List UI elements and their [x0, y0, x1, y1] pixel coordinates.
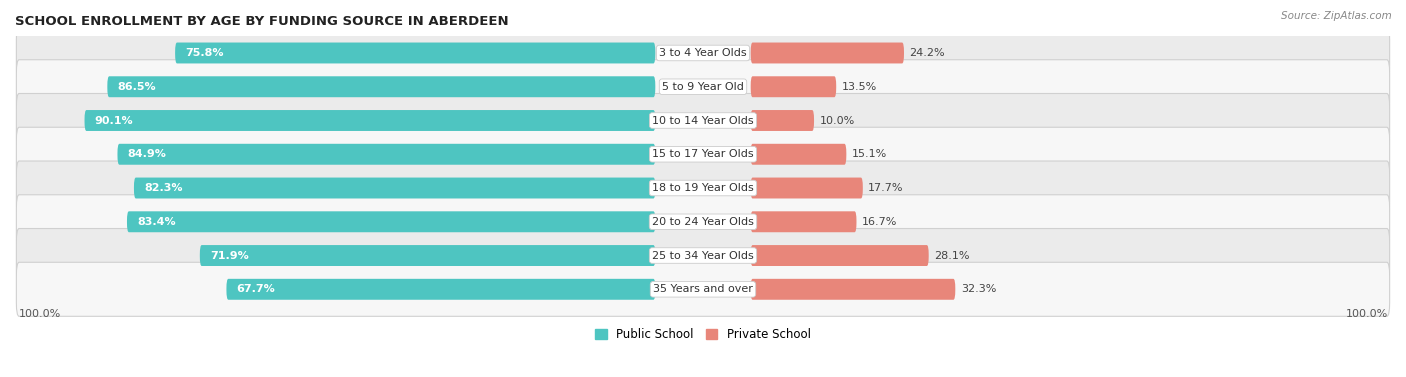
FancyBboxPatch shape — [17, 60, 1389, 114]
Text: 84.9%: 84.9% — [128, 149, 166, 159]
FancyBboxPatch shape — [751, 211, 856, 232]
Text: 75.8%: 75.8% — [186, 48, 224, 58]
FancyBboxPatch shape — [17, 161, 1389, 215]
Text: 20 to 24 Year Olds: 20 to 24 Year Olds — [652, 217, 754, 227]
Text: 15 to 17 Year Olds: 15 to 17 Year Olds — [652, 149, 754, 159]
FancyBboxPatch shape — [17, 228, 1389, 282]
FancyBboxPatch shape — [751, 110, 814, 131]
Text: 10.0%: 10.0% — [820, 115, 855, 126]
Text: Source: ZipAtlas.com: Source: ZipAtlas.com — [1281, 11, 1392, 21]
Text: 90.1%: 90.1% — [94, 115, 134, 126]
Text: 17.7%: 17.7% — [869, 183, 904, 193]
FancyBboxPatch shape — [751, 279, 955, 300]
Text: 10 to 14 Year Olds: 10 to 14 Year Olds — [652, 115, 754, 126]
Legend: Public School, Private School: Public School, Private School — [591, 323, 815, 346]
FancyBboxPatch shape — [17, 262, 1389, 316]
FancyBboxPatch shape — [751, 144, 846, 165]
Text: 32.3%: 32.3% — [960, 284, 995, 294]
FancyBboxPatch shape — [751, 178, 863, 198]
Text: 67.7%: 67.7% — [236, 284, 276, 294]
Text: 5 to 9 Year Old: 5 to 9 Year Old — [662, 82, 744, 92]
Text: 86.5%: 86.5% — [118, 82, 156, 92]
Text: 18 to 19 Year Olds: 18 to 19 Year Olds — [652, 183, 754, 193]
Text: 16.7%: 16.7% — [862, 217, 897, 227]
Text: 35 Years and over: 35 Years and over — [652, 284, 754, 294]
Text: 13.5%: 13.5% — [842, 82, 877, 92]
Text: 15.1%: 15.1% — [852, 149, 887, 159]
FancyBboxPatch shape — [84, 110, 655, 131]
Text: SCHOOL ENROLLMENT BY AGE BY FUNDING SOURCE IN ABERDEEN: SCHOOL ENROLLMENT BY AGE BY FUNDING SOUR… — [15, 15, 509, 28]
FancyBboxPatch shape — [176, 43, 655, 63]
FancyBboxPatch shape — [134, 178, 655, 198]
FancyBboxPatch shape — [226, 279, 655, 300]
Text: 82.3%: 82.3% — [145, 183, 183, 193]
FancyBboxPatch shape — [17, 93, 1389, 147]
FancyBboxPatch shape — [17, 195, 1389, 249]
Text: 3 to 4 Year Olds: 3 to 4 Year Olds — [659, 48, 747, 58]
FancyBboxPatch shape — [17, 127, 1389, 181]
FancyBboxPatch shape — [751, 43, 904, 63]
Text: 71.9%: 71.9% — [209, 251, 249, 261]
FancyBboxPatch shape — [17, 26, 1389, 80]
Text: 25 to 34 Year Olds: 25 to 34 Year Olds — [652, 251, 754, 261]
Text: 83.4%: 83.4% — [138, 217, 176, 227]
FancyBboxPatch shape — [751, 245, 929, 266]
FancyBboxPatch shape — [107, 76, 655, 97]
Text: 24.2%: 24.2% — [910, 48, 945, 58]
Text: 28.1%: 28.1% — [934, 251, 970, 261]
FancyBboxPatch shape — [200, 245, 655, 266]
FancyBboxPatch shape — [127, 211, 655, 232]
Text: 100.0%: 100.0% — [1346, 309, 1388, 319]
Text: 100.0%: 100.0% — [18, 309, 60, 319]
FancyBboxPatch shape — [118, 144, 655, 165]
FancyBboxPatch shape — [751, 76, 837, 97]
